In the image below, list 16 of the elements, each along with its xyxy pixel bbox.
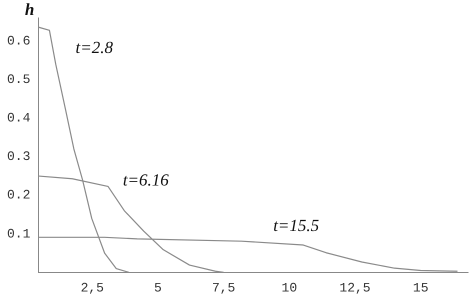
y-tick-label: 0.1 <box>7 226 31 242</box>
annotation: t=15.5 <box>273 216 320 236</box>
annotation: t=2.8 <box>76 38 114 57</box>
x-tick-label: 5 <box>154 280 162 296</box>
y-tick-label: 0.4 <box>7 110 31 126</box>
y-tick-label: 0.6 <box>7 34 30 49</box>
x-tick-label: 12,5 <box>339 280 371 296</box>
y-tick-label: 0.3 <box>7 149 30 164</box>
x-tick-label: 15 <box>412 280 429 296</box>
x-tick-label: 10 <box>282 280 298 296</box>
x-tick-label: 2,5 <box>80 280 104 296</box>
y-tick-label: 0.5 <box>7 72 30 88</box>
annotation: t=6.16 <box>122 170 170 190</box>
x-tick-label: 7,5 <box>212 280 236 296</box>
y-axis-title: h <box>24 0 34 19</box>
y-tick-label: 0.2 <box>7 188 30 203</box>
